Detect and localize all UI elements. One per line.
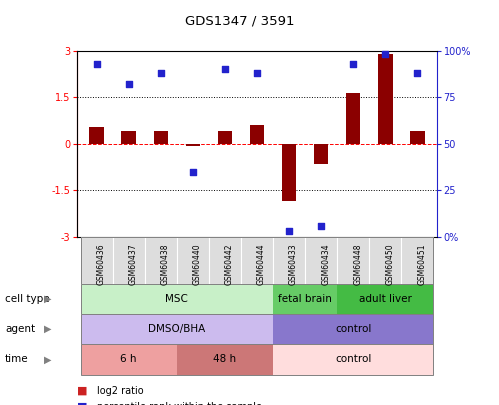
Text: ▶: ▶: [43, 324, 51, 334]
Point: [413, 70, 421, 76]
Text: GDS1347 / 3591: GDS1347 / 3591: [185, 14, 294, 27]
Bar: [378, 54, 393, 144]
Text: GSM60442: GSM60442: [225, 243, 234, 285]
Point: [93, 60, 101, 67]
Text: control: control: [335, 354, 371, 364]
Text: GSM60434: GSM60434: [321, 243, 330, 285]
Text: ■: ■: [77, 402, 88, 405]
Text: percentile rank within the sample: percentile rank within the sample: [97, 402, 262, 405]
Text: GSM60433: GSM60433: [289, 243, 298, 285]
Bar: [282, 144, 296, 201]
Point: [125, 81, 133, 87]
Text: GSM60438: GSM60438: [161, 243, 170, 285]
Bar: [218, 131, 232, 144]
Bar: [250, 125, 264, 144]
Text: GSM60444: GSM60444: [257, 243, 266, 285]
Bar: [410, 131, 425, 144]
Text: log2 ratio: log2 ratio: [97, 386, 144, 396]
Text: ▶: ▶: [43, 354, 51, 364]
Text: 6 h: 6 h: [120, 354, 137, 364]
Text: agent: agent: [5, 324, 35, 334]
Point: [189, 168, 197, 175]
Text: GSM60437: GSM60437: [129, 243, 138, 285]
Point: [317, 222, 325, 229]
Text: MSC: MSC: [165, 294, 188, 304]
Text: control: control: [335, 324, 371, 334]
Text: GSM60440: GSM60440: [193, 243, 202, 285]
Text: GSM60451: GSM60451: [417, 243, 426, 285]
Text: DMSO/BHA: DMSO/BHA: [148, 324, 206, 334]
Bar: [314, 144, 328, 164]
Text: GSM60450: GSM60450: [385, 243, 394, 285]
Text: fetal brain: fetal brain: [278, 294, 332, 304]
Point: [285, 228, 293, 234]
Text: time: time: [5, 354, 28, 364]
Bar: [186, 144, 200, 146]
Text: ▶: ▶: [43, 294, 51, 304]
Text: ■: ■: [77, 386, 88, 396]
Text: GSM60448: GSM60448: [353, 243, 362, 285]
Point: [349, 60, 357, 67]
Bar: [154, 131, 168, 144]
Point: [157, 70, 165, 76]
Text: adult liver: adult liver: [359, 294, 412, 304]
Text: 48 h: 48 h: [214, 354, 237, 364]
Text: cell type: cell type: [5, 294, 49, 304]
Bar: [89, 127, 104, 144]
Point: [253, 70, 261, 76]
Point: [221, 66, 229, 72]
Text: GSM60436: GSM60436: [97, 243, 106, 285]
Point: [381, 51, 389, 58]
Bar: [121, 131, 136, 144]
Bar: [346, 92, 360, 144]
